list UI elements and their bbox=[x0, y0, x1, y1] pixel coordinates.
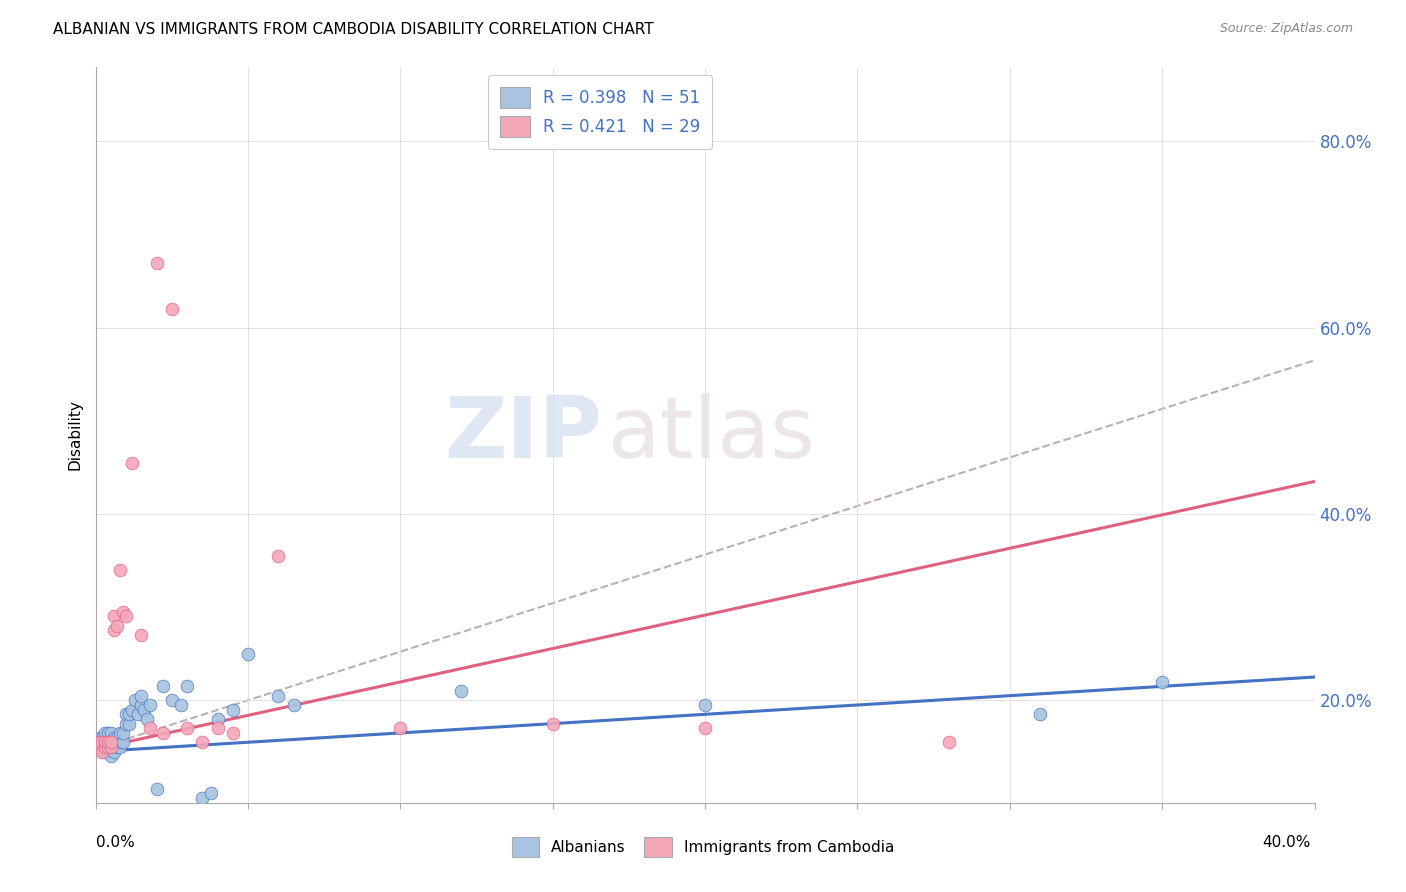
Point bbox=[139, 721, 162, 735]
Point bbox=[145, 781, 167, 796]
Point bbox=[100, 739, 122, 754]
Point bbox=[97, 739, 120, 754]
Point bbox=[938, 735, 960, 749]
Point bbox=[100, 735, 122, 749]
Point bbox=[134, 703, 156, 717]
Point bbox=[112, 726, 135, 740]
Point bbox=[100, 726, 122, 740]
Point bbox=[112, 605, 135, 619]
Point bbox=[94, 726, 117, 740]
Point bbox=[87, 735, 110, 749]
Text: ALBANIAN VS IMMIGRANTS FROM CAMBODIA DISABILITY CORRELATION CHART: ALBANIAN VS IMMIGRANTS FROM CAMBODIA DIS… bbox=[53, 22, 654, 37]
Point bbox=[115, 716, 138, 731]
Text: 40.0%: 40.0% bbox=[1263, 836, 1310, 850]
Point bbox=[100, 749, 122, 764]
Point bbox=[90, 731, 112, 745]
Point bbox=[112, 735, 135, 749]
Point bbox=[121, 703, 143, 717]
Point bbox=[145, 255, 167, 269]
Point bbox=[176, 679, 198, 693]
Point bbox=[191, 791, 214, 805]
Point bbox=[103, 735, 125, 749]
Point bbox=[118, 707, 141, 722]
Point bbox=[97, 735, 120, 749]
Y-axis label: Disability: Disability bbox=[67, 400, 83, 470]
Point bbox=[1029, 707, 1052, 722]
Point bbox=[131, 698, 153, 712]
Point bbox=[152, 726, 174, 740]
Point bbox=[108, 739, 131, 754]
Point bbox=[105, 731, 128, 745]
Point bbox=[200, 787, 222, 801]
Point bbox=[1152, 674, 1174, 689]
Point bbox=[191, 735, 214, 749]
Point bbox=[450, 684, 472, 698]
Point bbox=[103, 731, 125, 745]
Point bbox=[87, 731, 110, 745]
Point bbox=[267, 689, 290, 703]
Legend: R = 0.398   N = 51, R = 0.421   N = 29: R = 0.398 N = 51, R = 0.421 N = 29 bbox=[488, 75, 711, 149]
Point bbox=[97, 735, 120, 749]
Point bbox=[389, 721, 412, 735]
Text: Source: ZipAtlas.com: Source: ZipAtlas.com bbox=[1219, 22, 1353, 36]
Point bbox=[207, 721, 229, 735]
Point bbox=[87, 735, 110, 749]
Point bbox=[87, 739, 110, 754]
Point bbox=[108, 563, 131, 577]
Point bbox=[97, 739, 120, 754]
Point bbox=[136, 712, 159, 726]
Point bbox=[90, 735, 112, 749]
Point bbox=[94, 745, 117, 759]
Point bbox=[236, 647, 259, 661]
Point bbox=[115, 609, 138, 624]
Point bbox=[90, 739, 112, 754]
Point bbox=[103, 745, 125, 759]
Point bbox=[105, 619, 128, 633]
Legend: Albanians, Immigrants from Cambodia: Albanians, Immigrants from Cambodia bbox=[503, 830, 903, 864]
Point bbox=[103, 624, 125, 638]
Point bbox=[207, 712, 229, 726]
Point bbox=[131, 689, 153, 703]
Point bbox=[103, 609, 125, 624]
Point bbox=[108, 726, 131, 740]
Point bbox=[131, 628, 153, 642]
Text: 0.0%: 0.0% bbox=[96, 836, 135, 850]
Point bbox=[222, 703, 245, 717]
Text: atlas: atlas bbox=[607, 393, 815, 476]
Point bbox=[267, 549, 290, 563]
Point bbox=[105, 739, 128, 754]
Point bbox=[97, 726, 120, 740]
Point bbox=[170, 698, 193, 712]
Point bbox=[100, 739, 122, 754]
Point bbox=[160, 302, 183, 317]
Point bbox=[222, 726, 245, 740]
Point bbox=[108, 735, 131, 749]
Point bbox=[541, 716, 564, 731]
Point bbox=[90, 745, 112, 759]
Point bbox=[118, 716, 141, 731]
Point bbox=[176, 721, 198, 735]
Point bbox=[160, 693, 183, 707]
Point bbox=[283, 698, 305, 712]
Point bbox=[121, 456, 143, 470]
Text: ZIP: ZIP bbox=[444, 393, 602, 476]
Point bbox=[139, 698, 162, 712]
Point bbox=[127, 707, 149, 722]
Point bbox=[695, 721, 717, 735]
Point bbox=[94, 739, 117, 754]
Point bbox=[695, 698, 717, 712]
Point bbox=[115, 707, 138, 722]
Point bbox=[94, 735, 117, 749]
Point bbox=[152, 679, 174, 693]
Point bbox=[94, 735, 117, 749]
Point bbox=[124, 693, 146, 707]
